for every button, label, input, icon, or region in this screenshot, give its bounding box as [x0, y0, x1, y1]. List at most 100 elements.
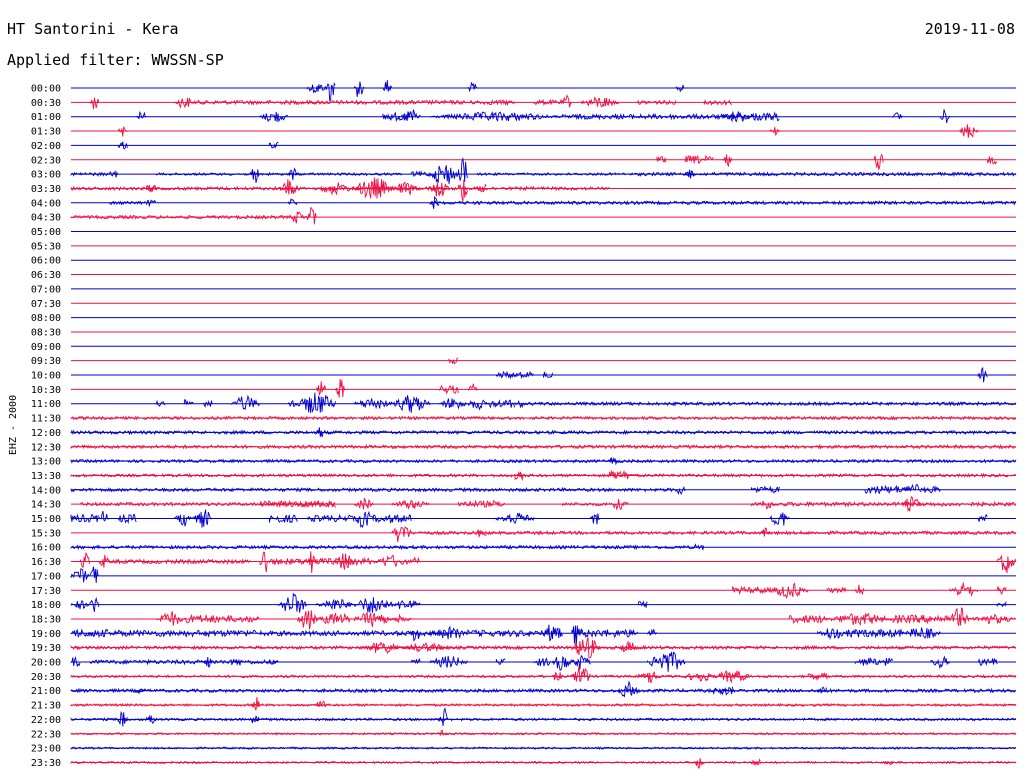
trace-segment [268, 557, 373, 567]
trace-segment [382, 111, 411, 123]
trace-segment [155, 399, 166, 407]
trace-segment [590, 513, 600, 525]
row-time-label: 06:30 [31, 270, 61, 281]
trace-segment [117, 710, 128, 727]
trace-segment [117, 125, 128, 137]
trace-segment [136, 688, 147, 695]
trace-segment [89, 97, 100, 110]
trace-segment [722, 154, 733, 168]
trace-segment [495, 512, 535, 525]
trace-segment [524, 400, 1017, 407]
trace-segment [769, 582, 809, 599]
trace-segment [297, 392, 337, 414]
row-time-label: 00:00 [31, 84, 61, 95]
trace-segment [732, 585, 771, 595]
trace-segment [70, 746, 1017, 751]
trace-segment [561, 112, 752, 121]
trace-segment [70, 567, 90, 583]
trace-segment [250, 697, 260, 711]
row-time-label: 04:00 [31, 198, 61, 209]
trace-segment [297, 610, 318, 630]
trace-segment [108, 200, 147, 206]
trace-segment [684, 169, 695, 179]
trace-segment [155, 611, 185, 626]
trace-segment [354, 510, 374, 529]
trace-segment [817, 628, 846, 640]
trace-segment [306, 513, 355, 523]
row-time-label: 21:30 [31, 701, 61, 712]
trace-segment [476, 529, 487, 538]
row-time-label: 23:30 [31, 758, 61, 769]
trace-segment [826, 586, 847, 595]
trace-segment [316, 700, 327, 708]
trace-segment [854, 584, 865, 596]
trace-segment [193, 99, 487, 106]
trace-segment [70, 644, 1017, 651]
trace-segment [467, 399, 488, 411]
row-time-label: 11:30 [31, 414, 61, 425]
trace-segment [70, 702, 1017, 708]
trace-segment [996, 601, 1007, 608]
trace-segment [439, 385, 459, 395]
trace-segment [571, 665, 591, 682]
trace-segment [609, 456, 619, 466]
helicorder-rows: 00:00 00:30 01:00 01:30 02:00 02:30 03:00 03:30… [31, 80, 1017, 769]
trace-segment [316, 381, 327, 397]
trace-segment [278, 179, 299, 195]
trace-segment [108, 557, 251, 566]
trace-segment [637, 171, 1017, 178]
trace-segment [552, 671, 563, 681]
trace-segment [609, 469, 629, 480]
trace-segment [363, 641, 403, 655]
trace-segment [883, 760, 894, 766]
trace-segment [675, 485, 686, 496]
row-time-label: 06:00 [31, 256, 61, 267]
trace-segment [70, 486, 677, 493]
trace-segment [845, 628, 866, 638]
trace-segment [70, 185, 610, 192]
row-time-label: 12:30 [31, 442, 61, 453]
trace-segment [268, 659, 279, 665]
row-time-label: 14:00 [31, 485, 61, 496]
trace-segment [117, 141, 128, 150]
row-time-label: 16:00 [31, 543, 61, 554]
row-time-label: 12:00 [31, 428, 61, 439]
row-time-label: 22:30 [31, 729, 61, 740]
trace-segment [429, 182, 450, 197]
trace-segment [571, 625, 582, 648]
trace-segment [750, 485, 780, 494]
trace-segment [430, 199, 1017, 206]
trace-segment [146, 714, 156, 725]
trace-segment [174, 97, 194, 109]
trace-segment [609, 499, 629, 511]
row-time-label: 14:30 [31, 500, 61, 511]
trace-segment [439, 729, 449, 737]
row-time-label: 05:00 [31, 227, 61, 238]
trace-segment [316, 598, 355, 610]
trace-segment [883, 657, 894, 666]
trace-segment [325, 81, 336, 102]
trace-segment [892, 614, 951, 625]
trace-segment [80, 501, 336, 508]
trace-segment [779, 500, 1016, 508]
trace-segment [457, 179, 468, 202]
trace-segment [788, 614, 828, 625]
trace-segment [968, 613, 1016, 625]
row-time-label: 17:00 [31, 571, 61, 582]
trace-segment [354, 81, 364, 97]
trace-segment [372, 554, 412, 567]
row-time-label: 19:00 [31, 629, 61, 640]
trace-segment [826, 612, 893, 626]
trace-segment [684, 154, 714, 164]
trace-segment [580, 96, 620, 108]
trace-segment [760, 527, 771, 537]
trace-segment [646, 628, 657, 637]
trace-segment [70, 472, 1017, 479]
trace-segment [70, 628, 109, 639]
trace-segment [854, 657, 884, 666]
trace-segment [750, 758, 761, 767]
row-time-label: 16:30 [31, 557, 61, 568]
trace-segment [930, 655, 951, 670]
trace-segment [561, 501, 610, 507]
